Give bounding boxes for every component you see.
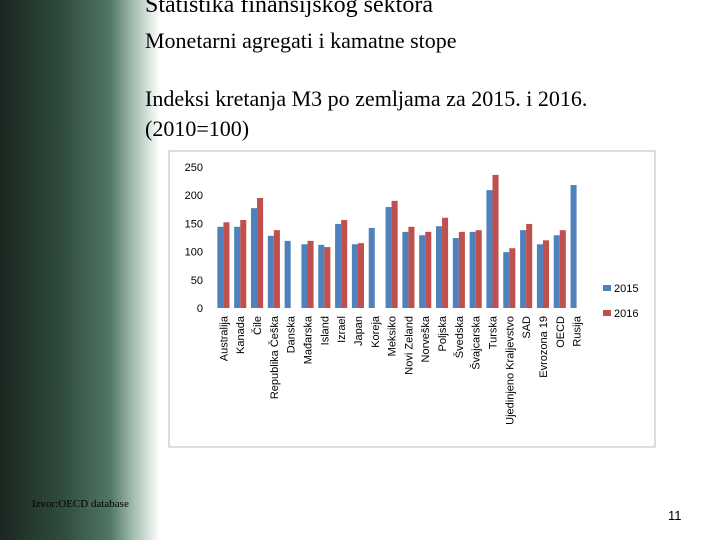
bar	[267, 235, 274, 308]
x-tick-label: Australija	[218, 315, 230, 361]
bar	[301, 244, 308, 308]
bar	[536, 244, 543, 308]
x-tick-label: Rusija	[572, 315, 584, 346]
y-tick-label: 50	[191, 275, 203, 287]
bar	[469, 231, 476, 308]
x-tick-label: Koreja	[370, 315, 382, 348]
x-tick-label: Republika Češka	[268, 315, 281, 399]
x-tick-label: SAD	[521, 316, 533, 339]
bar	[284, 240, 291, 308]
bar	[503, 252, 510, 308]
x-tick-label: Kanada	[235, 315, 247, 354]
legend-label: 2015	[614, 283, 638, 295]
source: Izvor:OECD database	[32, 498, 129, 510]
bar	[217, 226, 224, 308]
x-tick-label: OECD	[555, 316, 567, 348]
slide-subtitle: Monetarni agregati i kamatne stope	[145, 28, 457, 53]
bar	[234, 226, 241, 308]
y-tick-label: 150	[185, 218, 203, 230]
bar	[435, 226, 443, 308]
bar	[452, 238, 459, 308]
bar	[425, 231, 432, 308]
x-tick-label: Novi Zeland	[403, 316, 415, 375]
y-tick-label: 250	[185, 162, 203, 174]
bar	[335, 223, 342, 308]
x-tick-label: Japan	[353, 316, 365, 346]
bar	[223, 222, 230, 308]
bar	[486, 190, 493, 308]
y-tick-label: 0	[197, 303, 203, 315]
bar	[257, 198, 264, 308]
legend-swatch	[603, 285, 611, 291]
bar	[526, 223, 533, 308]
bar	[385, 207, 392, 308]
bar	[542, 240, 550, 308]
x-tick-label: Švajcarska	[470, 315, 483, 370]
bar	[475, 230, 482, 308]
x-tick-label: Meksiko	[387, 316, 399, 356]
bar	[273, 230, 280, 308]
bar	[559, 230, 566, 308]
bar	[408, 226, 415, 308]
bar	[458, 231, 465, 308]
bar	[351, 244, 358, 308]
bar	[250, 208, 258, 308]
x-tick-label: Čile	[251, 316, 264, 335]
slide-title: Statistika finansijskog sektora	[145, 0, 433, 18]
x-tick-label: Norveška	[420, 315, 432, 362]
x-tick-label: Mađarska	[303, 315, 315, 364]
bar	[570, 185, 577, 308]
bar	[442, 217, 449, 308]
bar	[357, 243, 365, 308]
bar	[391, 200, 398, 308]
x-tick-label: Švedska	[453, 315, 466, 358]
bar	[240, 220, 247, 308]
bar	[419, 235, 426, 308]
bar	[509, 248, 516, 308]
bar	[341, 220, 348, 308]
page-number: 11	[668, 508, 682, 523]
chart: 0 50 100 150 200 250 Australija Kanada Čile Repub…	[168, 150, 656, 448]
x-tick-label: Evrozona 19	[538, 316, 550, 378]
x-tick-label: Poljska	[437, 315, 449, 351]
x-tick-label: Ujedinjeno Kraljevstvo	[504, 316, 516, 425]
x-tick-label: Turska	[488, 315, 500, 349]
chart-title: Indeksi kretanja M3 po zemljama za 2015.…	[145, 86, 588, 141]
legend-swatch	[603, 310, 611, 316]
bar	[368, 227, 375, 308]
bar	[307, 240, 314, 308]
y-tick-label: 100	[185, 247, 203, 259]
bar	[492, 174, 499, 308]
bar	[520, 230, 527, 308]
legend-label: 2016	[614, 308, 638, 320]
bar	[324, 247, 331, 308]
bar	[553, 235, 560, 308]
x-tick-label: Danska	[286, 315, 298, 353]
bar	[318, 244, 325, 308]
x-tick-label: Island	[319, 316, 331, 345]
bar	[402, 231, 409, 308]
y-tick-label: 200	[185, 190, 203, 202]
x-tick-label: Izrael	[336, 316, 348, 343]
